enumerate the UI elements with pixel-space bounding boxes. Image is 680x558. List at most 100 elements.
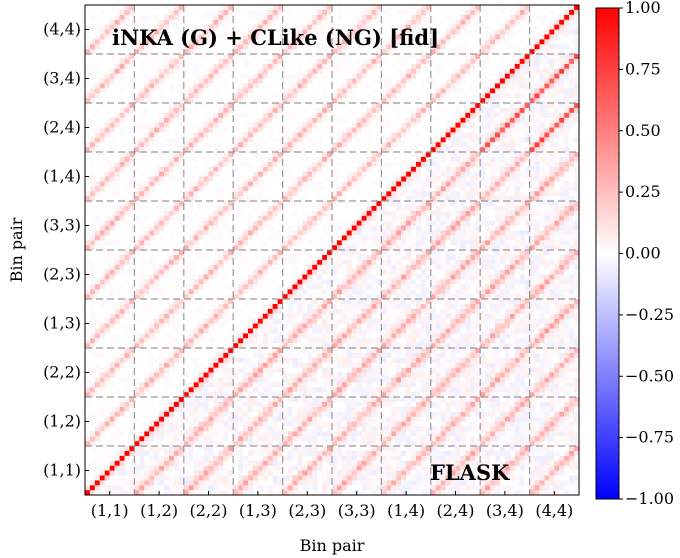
matrix-cell bbox=[144, 235, 150, 241]
matrix-cell bbox=[114, 431, 120, 437]
matrix-cell bbox=[361, 455, 367, 461]
matrix-cell bbox=[332, 411, 337, 417]
matrix-cell bbox=[480, 377, 486, 383]
matrix-cell bbox=[391, 240, 397, 246]
matrix-cell bbox=[529, 352, 535, 358]
matrix-cell bbox=[524, 397, 530, 402]
matrix-cell bbox=[564, 303, 570, 309]
matrix-cell bbox=[450, 465, 456, 471]
matrix-cell bbox=[277, 299, 283, 304]
matrix-cell bbox=[307, 181, 313, 187]
matrix-cell bbox=[401, 382, 407, 388]
matrix-cell bbox=[401, 318, 407, 324]
matrix-cell bbox=[465, 215, 471, 221]
matrix-cell bbox=[475, 230, 481, 236]
matrix-cell bbox=[228, 455, 234, 461]
matrix-cell bbox=[248, 460, 254, 466]
matrix-cell bbox=[252, 421, 258, 427]
matrix-cell bbox=[539, 254, 545, 260]
matrix-cell bbox=[524, 279, 530, 285]
matrix-cell bbox=[455, 299, 461, 304]
matrix-cell bbox=[475, 460, 481, 466]
matrix-cell bbox=[287, 240, 293, 246]
matrix-cell bbox=[248, 284, 254, 290]
matrix-cell bbox=[485, 299, 491, 304]
matrix-cell bbox=[149, 465, 155, 471]
matrix-cell bbox=[386, 485, 392, 491]
matrix-cell bbox=[248, 372, 254, 378]
matrix-cell bbox=[149, 475, 155, 481]
matrix-cell bbox=[470, 220, 476, 226]
matrix-cell bbox=[336, 284, 342, 290]
matrix-cell bbox=[554, 220, 560, 226]
matrix-cell bbox=[529, 372, 535, 378]
matrix-cell bbox=[564, 323, 570, 329]
matrix-cell bbox=[415, 181, 421, 187]
matrix-cell bbox=[178, 333, 184, 339]
matrix-cell bbox=[233, 235, 239, 241]
matrix-cell bbox=[267, 264, 273, 270]
matrix-cell bbox=[415, 475, 421, 481]
matrix-cell bbox=[485, 235, 491, 241]
matrix-cell bbox=[346, 225, 352, 231]
matrix-cell bbox=[396, 397, 402, 402]
matrix-cell bbox=[139, 460, 145, 466]
matrix-cell bbox=[262, 240, 268, 246]
matrix-cell bbox=[574, 397, 580, 402]
matrix-cell bbox=[445, 436, 451, 442]
matrix-cell bbox=[435, 254, 441, 260]
matrix-cell bbox=[346, 284, 352, 290]
matrix-cell bbox=[262, 387, 268, 393]
matrix-cell bbox=[549, 431, 555, 437]
matrix-cell bbox=[514, 367, 520, 373]
matrix-cell bbox=[415, 205, 421, 211]
matrix-cell bbox=[139, 465, 145, 471]
matrix-cell bbox=[450, 352, 456, 358]
matrix-cell bbox=[119, 264, 125, 270]
matrix-cell bbox=[371, 455, 377, 461]
matrix-cell bbox=[455, 343, 461, 349]
matrix-cell bbox=[480, 460, 486, 466]
matrix-cell bbox=[366, 294, 372, 300]
matrix-cell bbox=[134, 191, 140, 197]
matrix-cell bbox=[495, 269, 501, 275]
matrix-cell bbox=[539, 416, 545, 422]
matrix-cell bbox=[455, 215, 461, 221]
matrix-cell bbox=[445, 431, 451, 437]
matrix-cell bbox=[470, 245, 476, 251]
matrix-cell bbox=[178, 392, 184, 398]
matrix-cell bbox=[243, 357, 249, 363]
matrix-cell bbox=[564, 299, 570, 304]
matrix-cell bbox=[440, 294, 446, 300]
matrix-cell bbox=[282, 362, 288, 368]
matrix-cell bbox=[233, 446, 239, 451]
matrix-cell bbox=[272, 215, 278, 221]
matrix-cell bbox=[485, 274, 491, 280]
matrix-cell bbox=[554, 411, 560, 417]
matrix-cell bbox=[188, 196, 194, 202]
matrix-cell bbox=[396, 279, 402, 285]
matrix-cell bbox=[193, 465, 199, 471]
matrix-cell bbox=[322, 230, 328, 236]
matrix-cell bbox=[420, 411, 426, 417]
matrix-cell bbox=[569, 308, 575, 314]
matrix-cell bbox=[336, 294, 342, 300]
matrix-cell bbox=[164, 318, 170, 324]
matrix-cell bbox=[149, 352, 155, 358]
matrix-cell bbox=[332, 455, 337, 461]
matrix-cell bbox=[485, 250, 491, 255]
matrix-cell bbox=[312, 465, 318, 471]
matrix-cell bbox=[485, 245, 491, 251]
matrix-cell bbox=[544, 299, 550, 304]
matrix-cell bbox=[307, 397, 313, 402]
matrix-cell bbox=[228, 392, 234, 398]
matrix-cell bbox=[332, 274, 337, 280]
matrix-cell bbox=[287, 328, 293, 334]
matrix-cell bbox=[574, 450, 580, 456]
matrix-cell bbox=[460, 333, 466, 339]
matrix-cell bbox=[292, 416, 298, 422]
matrix-cell bbox=[168, 441, 174, 447]
matrix-cell bbox=[509, 397, 515, 402]
matrix-cell bbox=[460, 284, 466, 290]
matrix-cell bbox=[302, 308, 308, 314]
